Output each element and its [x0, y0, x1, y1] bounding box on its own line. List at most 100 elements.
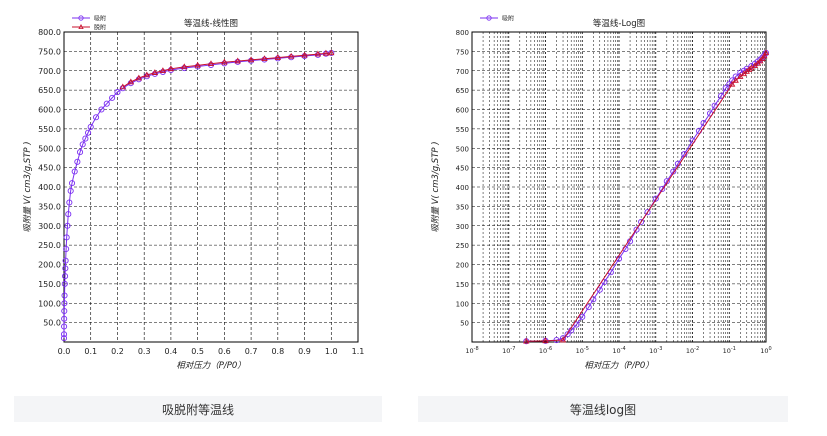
- data-point: [103, 100, 110, 107]
- y-tick-label: 350.0: [38, 202, 61, 211]
- y-tick-label: 50: [460, 320, 469, 328]
- x-tick-label: 1.1: [352, 347, 365, 356]
- data-point: [87, 123, 94, 130]
- data-point: [63, 234, 70, 241]
- data-point: [207, 61, 215, 68]
- data-point: [542, 337, 549, 344]
- data-point: [194, 61, 201, 68]
- y-tick-labels: 50.0 100.0 150.0 200.0 250.0 300.0 350.0 400.0 4…: [38, 28, 61, 328]
- x-tick-label: 0.9: [298, 347, 311, 356]
- data-point: [98, 106, 105, 113]
- data-point: [61, 300, 68, 307]
- log-isotherm-chart: 50 100 150 200 250 300 350 400 450 500 550 600 650 70…: [430, 15, 772, 372]
- x-tick-labels: 10-8 10-7 10-6 10-5 10-4 10-3 10-2 10-1 100: [465, 346, 771, 355]
- x-tick-label: 0.3: [138, 347, 151, 356]
- y-tick-label: 500.0: [38, 144, 61, 153]
- data-point: [61, 323, 68, 330]
- data-point: [143, 71, 151, 78]
- data-point: [66, 199, 73, 206]
- data-point: [573, 321, 580, 328]
- y-tick-label: 700.0: [38, 67, 61, 76]
- y-axis-label: 吸附量 V( cm3/g,STP ): [430, 141, 441, 232]
- caption-log-chart: 等温线log图: [418, 396, 788, 422]
- x-tick-label: 0.0: [58, 347, 71, 356]
- data-point: [119, 83, 126, 90]
- y-tick-label: 300: [456, 223, 469, 231]
- y-tick-label: 400: [456, 184, 469, 192]
- data-point: [722, 85, 729, 92]
- linear-isotherm-chart: 50.0 100.0 150.0 200.0 250.0 300.0 350.0 400.0 4…: [22, 15, 364, 372]
- y-tick-label: 500: [456, 145, 469, 153]
- x-tick-label: 0.6: [218, 347, 231, 356]
- y-tick-label: 800: [456, 29, 469, 37]
- data-point: [247, 56, 255, 63]
- data-point: [234, 57, 241, 64]
- legend-marker: [78, 15, 84, 21]
- y-tick-label: 300.0: [38, 222, 61, 231]
- data-point: [61, 280, 68, 287]
- data-point: [221, 58, 228, 65]
- data-point: [79, 141, 86, 148]
- data-point: [127, 78, 134, 85]
- y-tick-label: 800.0: [38, 28, 61, 37]
- data-point: [288, 52, 295, 59]
- x-tick-label: 0.5: [191, 347, 204, 356]
- y-tick-label: 550.0: [38, 125, 61, 134]
- data-point: [746, 66, 753, 72]
- data-point: [93, 114, 100, 121]
- caption-linear-chart: 吸脱附等温线: [14, 396, 382, 422]
- data-point: [114, 89, 121, 96]
- x-tick-label: 10-2: [686, 346, 699, 355]
- data-point: [314, 50, 322, 57]
- data-point: [579, 313, 586, 320]
- x-tick-label: 100: [760, 346, 771, 355]
- data-point: [68, 180, 76, 187]
- x-axis-label: 相对压力（P/P0）: [584, 360, 654, 371]
- data-point: [564, 331, 571, 338]
- y-tick-labels: 50 100 150 200 250 300 350 400 450 500 550 600 650 70…: [456, 29, 469, 328]
- caption-log-text: 等温线log图: [569, 402, 637, 417]
- data-point: [207, 60, 215, 67]
- y-tick-label: 250: [456, 242, 469, 250]
- data-point: [76, 149, 84, 156]
- y-tick-label: 750.0: [38, 47, 61, 56]
- data-point: [261, 55, 268, 61]
- data-point: [652, 195, 659, 202]
- data-point: [71, 168, 78, 175]
- y-tick-label: 150.0: [38, 280, 61, 289]
- caption-linear-text: 吸脱附等温线: [161, 402, 234, 417]
- data-point: [63, 245, 70, 253]
- legend-marker: [486, 15, 492, 21]
- legend: 吸附: [480, 15, 514, 23]
- y-tick-label: 450.0: [38, 164, 61, 173]
- data-point: [732, 73, 739, 80]
- x-tick-label: 0.1: [84, 347, 97, 356]
- x-tick-label: 10-4: [612, 346, 625, 355]
- data-point: [61, 307, 68, 315]
- y-axis-label: 吸附量 V( cm3/g,STP ): [22, 141, 33, 232]
- legend-marker: [78, 23, 84, 29]
- data-point: [590, 296, 597, 303]
- data-point: [274, 54, 281, 60]
- data-point: [181, 63, 188, 70]
- data-point: [62, 273, 69, 280]
- y-tick-label: 50.0: [43, 319, 61, 328]
- x-tick-label: 10-8: [465, 346, 478, 355]
- data-point: [167, 66, 174, 74]
- data-point: [82, 135, 89, 142]
- data-point: [633, 226, 640, 233]
- data-point: [64, 222, 71, 229]
- data-point: [65, 211, 72, 218]
- x-tick-label: 0.8: [271, 347, 284, 356]
- data-point: [729, 80, 736, 87]
- y-tick-label: 450: [456, 165, 469, 173]
- data-point: [109, 94, 116, 101]
- data-point: [659, 185, 666, 192]
- data-point: [301, 51, 308, 58]
- legend-label: 吸附: [502, 15, 514, 23]
- y-tick-label: 650.0: [38, 86, 61, 95]
- chart-title: 等温线-Log图: [593, 18, 645, 29]
- y-tick-label: 550: [456, 126, 469, 134]
- series-desorption: [523, 49, 770, 344]
- data-point: [181, 64, 188, 72]
